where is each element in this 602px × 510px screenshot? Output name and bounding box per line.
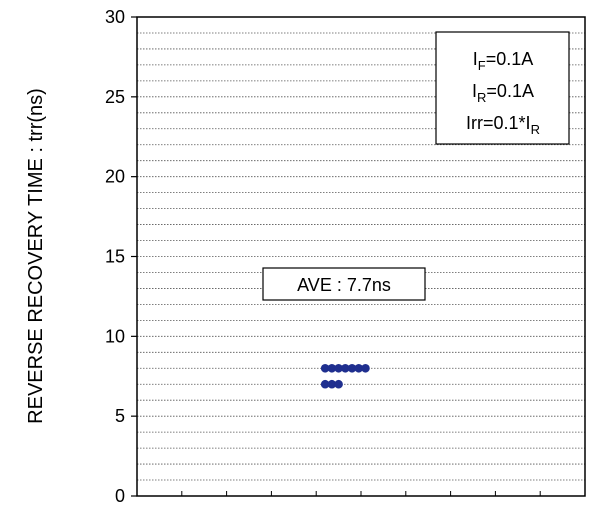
data-point	[327, 363, 337, 373]
average-annotation-box: AVE : 7.7ns	[262, 267, 426, 301]
condition-line: Irr=0.1*IR	[466, 113, 540, 137]
data-point	[361, 363, 370, 373]
y-tick-label: 15	[105, 247, 125, 267]
data-point	[334, 363, 343, 373]
data-points	[320, 363, 370, 389]
data-point	[334, 379, 343, 389]
y-tick-label: 30	[105, 7, 125, 27]
condition-line: IF=0.1A	[473, 49, 534, 73]
conditions-legend-box: IF=0.1A IR=0.1A Irr=0.1*IR	[435, 31, 570, 145]
condition-line: IR=0.1A	[472, 81, 534, 105]
data-point	[320, 363, 330, 373]
average-annotation-text: AVE : 7.7ns	[297, 275, 391, 295]
y-tick-labels: 0 5 10 15 20 25 30	[105, 7, 125, 506]
data-point	[347, 363, 357, 373]
y-tick-label: 25	[105, 87, 125, 107]
data-point	[320, 379, 330, 389]
axis-ticks	[131, 16, 541, 497]
y-tick-label: 5	[115, 406, 125, 426]
y-axis-title: REVERSE RECOVERY TIME : trr(ns)	[25, 88, 47, 424]
y-tick-label: 10	[105, 326, 125, 346]
data-point	[327, 379, 337, 389]
y-tick-label: 20	[105, 167, 125, 187]
plot-area-frame	[136, 16, 586, 497]
data-point	[354, 363, 364, 373]
data-point	[341, 363, 350, 373]
y-tick-label: 0	[115, 486, 125, 506]
